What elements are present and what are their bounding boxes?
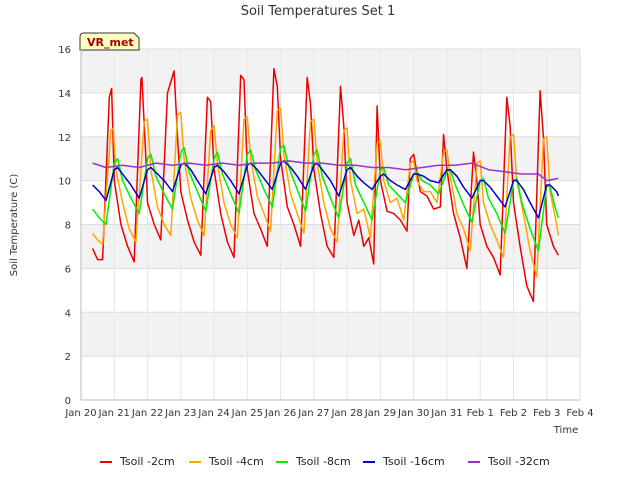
legend-label-tsoil-16cm: Tsoil -16cm bbox=[382, 455, 445, 468]
series-line-tsoil-32cm bbox=[92, 160, 559, 182]
plot-band bbox=[81, 312, 580, 357]
y-axis-title: Soil Temperature (C) bbox=[9, 174, 20, 277]
plot-band bbox=[81, 49, 580, 93]
axes bbox=[80, 49, 581, 401]
plot-band bbox=[81, 224, 580, 269]
y-tick-label: 2 bbox=[65, 352, 71, 363]
chart-title: Soil Temperatures Set 1 bbox=[241, 4, 396, 19]
y-tick-label: 8 bbox=[65, 221, 71, 232]
plot-band bbox=[81, 180, 580, 225]
y-tick-label: 14 bbox=[58, 89, 71, 100]
legend-label-tsoil-8cm: Tsoil -8cm bbox=[295, 455, 351, 468]
station-badge: VR_met bbox=[79, 32, 140, 51]
legend: Tsoil -2cm Tsoil -4cm Tsoil -8cm Tsoil -16c… bbox=[100, 455, 550, 468]
x-tick-label: Jan 30 bbox=[397, 408, 429, 419]
y-tick-label: 12 bbox=[58, 133, 71, 144]
x-tick-label: Jan 26 bbox=[264, 408, 296, 419]
x-tick-label: Feb 3 bbox=[533, 408, 560, 419]
x-tick-label: Jan 22 bbox=[131, 408, 163, 419]
plot-band bbox=[81, 92, 580, 137]
plot-band bbox=[81, 268, 580, 313]
y-tick-label: 0 bbox=[65, 396, 71, 407]
y-tick-labels: 0 2 4 6 8 10 12 14 16 bbox=[58, 45, 71, 407]
x-tick-label: Jan 23 bbox=[164, 408, 196, 419]
series-line-tsoil-16cm bbox=[92, 160, 560, 219]
x-tick-label: Feb 2 bbox=[500, 408, 527, 419]
y-tick-label: 16 bbox=[58, 45, 71, 56]
plot-band bbox=[81, 356, 580, 400]
x-tick-label: Feb 4 bbox=[566, 408, 593, 419]
x-tick-label: Jan 31 bbox=[430, 408, 462, 419]
y-tick-label: 6 bbox=[65, 264, 71, 275]
series-line-tsoil-2cm bbox=[91, 67, 560, 303]
x-axis-title: Time bbox=[553, 425, 578, 436]
x-tick-label: Jan 20 bbox=[64, 408, 96, 419]
x-tick-label: Feb 1 bbox=[467, 408, 494, 419]
x-tick-label: Jan 29 bbox=[364, 408, 396, 419]
station-badge-label: VR_met bbox=[87, 36, 134, 49]
plot-background bbox=[81, 49, 580, 400]
y-tick-label: 4 bbox=[65, 308, 71, 319]
x-tick-label: Jan 21 bbox=[98, 408, 130, 419]
x-tick-label: Jan 24 bbox=[197, 408, 229, 419]
legend-label-tsoil-32cm: Tsoil -32cm bbox=[487, 455, 550, 468]
y-tick-label: 10 bbox=[58, 177, 71, 188]
series-layer bbox=[91, 67, 560, 303]
x-tick-labels: Jan 20 Jan 21 Jan 22 Jan 23 Jan 24 Jan 25 Jan … bbox=[64, 408, 593, 419]
x-tick-label: Jan 25 bbox=[231, 408, 263, 419]
legend-label-tsoil-4cm: Tsoil -4cm bbox=[208, 455, 264, 468]
legend-label-tsoil-2cm: Tsoil -2cm bbox=[119, 455, 175, 468]
x-tick-label: Jan 28 bbox=[330, 408, 362, 419]
series-line-tsoil-4cm bbox=[92, 107, 560, 278]
x-tick-label: Jan 27 bbox=[297, 408, 329, 419]
